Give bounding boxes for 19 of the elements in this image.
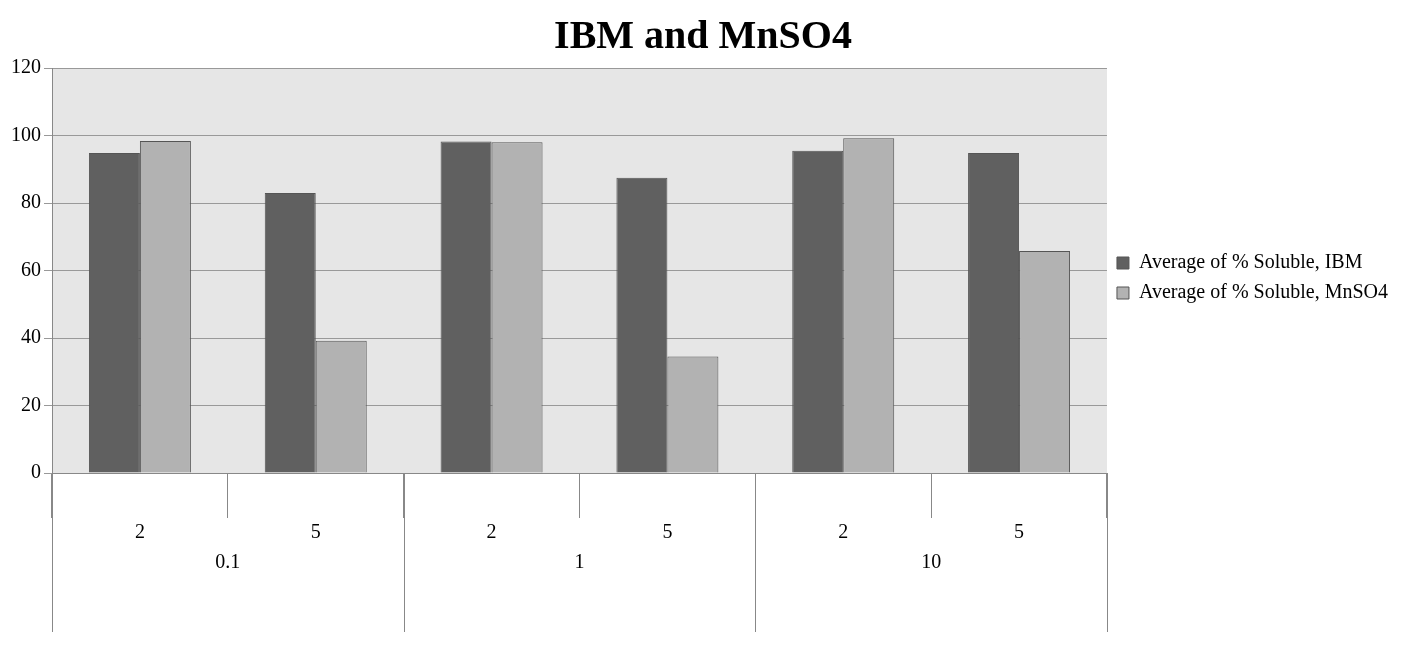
y-tick-label: 120 xyxy=(11,55,41,78)
y-tick-label: 0 xyxy=(31,460,41,483)
text: 1 xyxy=(574,550,585,573)
legend-label: Average of % Soluble, IBM xyxy=(1138,250,1363,274)
y-tick-label: 20 xyxy=(21,392,41,415)
x-tick-label: 5 xyxy=(310,520,321,543)
y-tick-label: 100 xyxy=(11,122,41,145)
text: 10 xyxy=(921,550,942,573)
text: 0.1 xyxy=(215,550,241,573)
legend-label: Average of % Soluble, MnSO4 xyxy=(1138,280,1389,304)
y-tick-label: 80 xyxy=(21,190,41,213)
y-tick-label: 60 xyxy=(21,257,41,280)
y-tick-label: 40 xyxy=(21,325,41,348)
x-tick-label: 2 xyxy=(486,520,497,543)
x-tick-label: 5 xyxy=(662,520,673,543)
chart-title: IBM and MnSO4 xyxy=(554,12,852,58)
x-tick-label: 2 xyxy=(838,520,849,543)
x-tick-label: 2 xyxy=(134,520,145,543)
x-tick-label: 5 xyxy=(1014,520,1025,543)
